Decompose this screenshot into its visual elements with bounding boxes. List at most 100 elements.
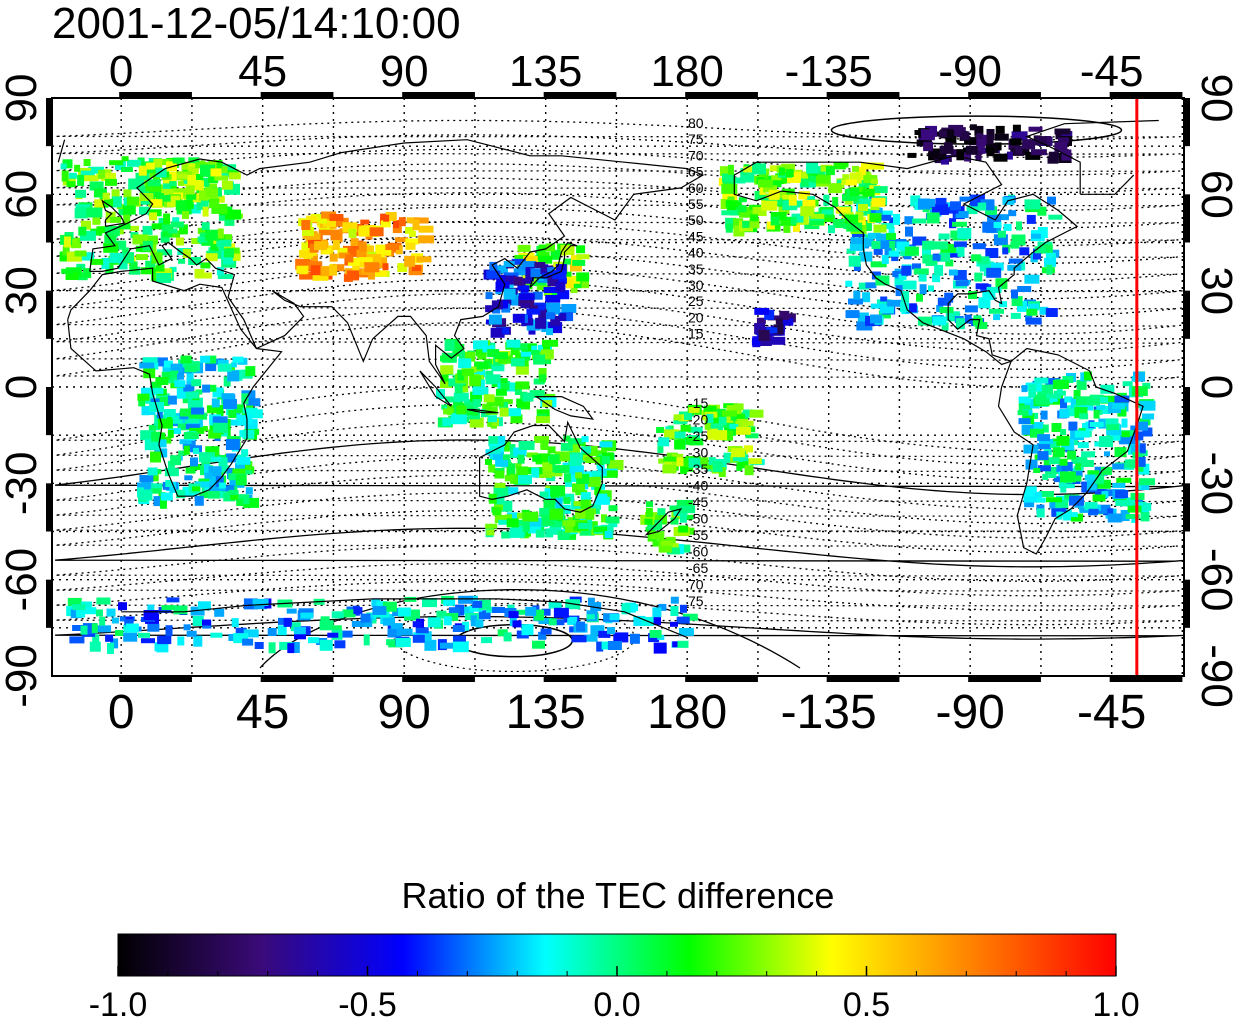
tec-cell: [395, 638, 411, 647]
tec-cell: [754, 191, 766, 200]
tec-cell: [669, 505, 684, 511]
tec-cell: [540, 439, 549, 450]
tec-cell: [664, 459, 677, 467]
tec-cell: [542, 462, 553, 472]
tec-cell: [412, 219, 420, 231]
tec-cell: [549, 454, 560, 465]
tec-cell: [649, 617, 661, 626]
tec-cell: [396, 628, 413, 636]
tec-cell: [862, 292, 871, 303]
tec-cell: [907, 152, 917, 158]
tec-cell: [150, 483, 163, 489]
tec-cell: [926, 212, 940, 224]
tec-cell: [474, 361, 489, 370]
contour-label-south: -40: [688, 478, 708, 494]
tec-cell: [502, 454, 510, 465]
bottom-lon-label: -45: [1077, 686, 1146, 739]
tec-cell: [329, 253, 338, 262]
tec-cell: [869, 213, 882, 223]
tec-cell: [871, 178, 878, 184]
tec-cell: [927, 198, 936, 207]
tec-cell: [609, 614, 620, 620]
left-tick-bar: [46, 579, 52, 628]
tec-cell: [526, 308, 541, 315]
tec-cell: [204, 464, 210, 476]
tec-cell: [118, 602, 127, 611]
tec-cell: [191, 407, 204, 415]
tec-cell: [212, 416, 228, 427]
contour-label-north: 30: [688, 277, 704, 293]
tec-cell: [252, 598, 269, 606]
tec-cell: [1140, 511, 1150, 522]
tec-cell: [492, 467, 505, 473]
tec-cell: [115, 630, 123, 636]
tec-cell: [576, 254, 590, 260]
tec-cell: [450, 413, 467, 425]
tec-cell: [547, 267, 556, 273]
tec-cell: [679, 513, 687, 523]
tec-cell: [162, 365, 177, 373]
tec-cell: [1134, 431, 1144, 441]
tec-cell: [138, 632, 150, 638]
top-lon-label: 90: [380, 47, 429, 96]
tec-cell: [331, 625, 342, 633]
tec-cell: [189, 180, 204, 191]
tec-cell: [469, 605, 483, 612]
tec-cell: [182, 211, 189, 219]
tec-cell: [223, 399, 237, 409]
tec-cell: [448, 607, 460, 617]
tec-cell: [550, 315, 561, 326]
tec-cell: [663, 456, 677, 462]
tec-cell: [517, 454, 525, 464]
bottom-longitude-labels: 0 45 90 135 180 -135 -90 -45: [108, 686, 1147, 739]
tec-cell: [186, 193, 197, 200]
tec-cell: [369, 227, 384, 237]
tec-cell: [875, 275, 890, 286]
tec-cell: [368, 271, 375, 280]
tec-cell: [561, 304, 577, 313]
tec-cell: [347, 270, 360, 281]
tec-cell: [608, 459, 624, 470]
tec-cell: [579, 528, 595, 536]
tec-cell: [733, 218, 744, 229]
tec-cell: [736, 465, 743, 471]
tec-cell: [488, 396, 504, 407]
tec-cell: [994, 214, 1009, 221]
tec-cell: [684, 412, 692, 420]
tec-cell: [147, 467, 158, 476]
tec-cell: [575, 472, 583, 479]
tec-cell: [1046, 393, 1062, 399]
tec-cell: [964, 305, 978, 313]
tec-cell: [221, 393, 235, 400]
tec-cell: [81, 252, 95, 261]
tec-cell: [782, 194, 793, 204]
tec-cell: [523, 255, 538, 266]
tec-cell: [605, 516, 620, 524]
tec-cell: [393, 220, 400, 229]
tec-cell: [156, 273, 172, 283]
tec-cell: [121, 156, 129, 162]
tec-cell: [538, 618, 552, 624]
tec-cell: [494, 470, 505, 479]
tec-cell: [245, 487, 253, 495]
tec-cell: [918, 272, 927, 282]
tec-cell: [62, 246, 70, 256]
tec-cell: [974, 125, 984, 136]
tec-cell: [122, 205, 136, 215]
tec-cell: [849, 172, 862, 184]
tec-cell: [546, 243, 555, 252]
tec-cell: [217, 274, 233, 279]
tec-cell: [608, 505, 618, 512]
tec-cell: [92, 634, 100, 643]
tec-cell: [520, 303, 530, 309]
tec-cell: [1023, 496, 1039, 503]
tec-cell: [736, 458, 749, 469]
tec-cell: [165, 625, 173, 637]
tec-cell: [554, 465, 570, 474]
tec-cell: [380, 220, 391, 228]
tec-cell: [212, 422, 228, 433]
tec-cell: [392, 224, 402, 234]
tec-cell: [729, 424, 739, 429]
tec-cell: [186, 378, 195, 390]
tec-cell: [1036, 497, 1046, 503]
